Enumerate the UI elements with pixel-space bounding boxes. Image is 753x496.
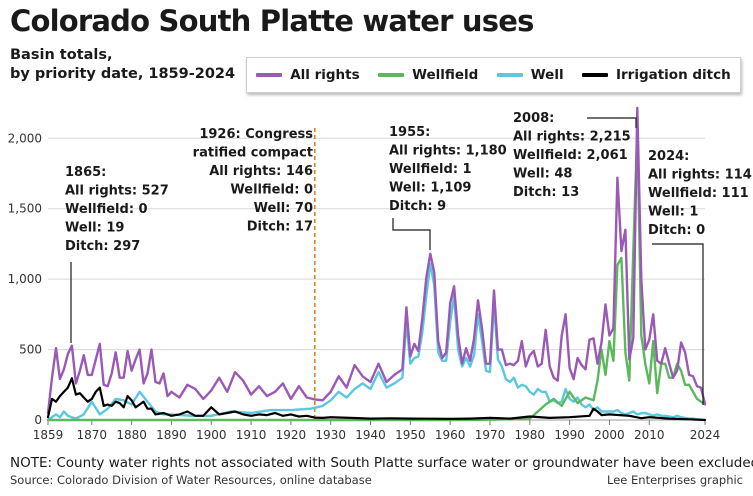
annotation-line: Ditch: 297	[65, 239, 140, 254]
annotation-line: Well: 1,109	[389, 181, 471, 196]
annotation-line: 2024:	[648, 149, 689, 164]
annotation-2024: 2024: All rights: 114 Wellfield: 111 Well: …	[648, 149, 752, 405]
x-tick-label: 2010	[634, 428, 665, 442]
legend-label-well: Well	[530, 67, 564, 83]
legend-label-all-rights: All rights	[290, 67, 360, 83]
annotation-line: Wellfield: 0	[65, 202, 148, 217]
annotation-1865: 1865: All rights: 527 Wellfield: 0 Well: 19…	[65, 165, 169, 343]
x-tick-label: 1930	[315, 428, 346, 442]
credit-line: Lee Enterprises graphic	[607, 473, 743, 487]
x-tick-label: 1950	[395, 428, 426, 442]
y-tick-label: 2,000	[8, 131, 42, 145]
annotation-line: Ditch: 13	[513, 185, 579, 200]
annotation-2008: 2008: All rights: 2,215 Wellfield: 2,061 We…	[513, 111, 637, 200]
series-line-all-rights	[46, 106, 707, 415]
legend-item-all-rights: All rights	[256, 67, 360, 83]
legend-item-well: Well	[496, 67, 564, 83]
x-tick-label: 1890	[156, 428, 187, 442]
x-tick-label: 1990	[554, 428, 585, 442]
annotation-line: Well: 70	[254, 201, 313, 216]
annotation-line: 1865:	[65, 165, 106, 180]
series-line-irrigation-ditch	[46, 377, 707, 422]
annotation-line: All rights: 527	[65, 184, 169, 199]
chart-subtitle: Basin totals, by priority date, 1859-202…	[10, 46, 235, 84]
x-tick-label: 2000	[594, 428, 625, 442]
annotation-1926: 1926: Congress ratified compact All rights…	[193, 127, 314, 235]
annotation-line: Well: 48	[513, 167, 572, 182]
legend-swatch-all-rights	[256, 73, 283, 77]
y-tick-label: 1,500	[8, 202, 42, 216]
annotation-line: All rights: 2,215	[513, 130, 631, 145]
annotation-leader	[392, 218, 431, 250]
annotation-line: 1926: Congress	[199, 127, 313, 142]
axis-layer: 0 500 1,000 1,500 2,000 1859 1870 1880 1890 1900 1…	[8, 131, 721, 442]
x-tick-label: 1910	[236, 428, 267, 442]
legend-swatch-irrigation-ditch	[581, 73, 608, 77]
annotation-line: 1955:	[389, 125, 430, 140]
legend-swatch-wellfield	[378, 73, 405, 77]
x-tick-label: 1900	[196, 428, 227, 442]
x-tick-label: 1920	[276, 428, 307, 442]
x-tick-label: 1970	[475, 428, 506, 442]
annotation-line: Wellfield: 1	[389, 162, 472, 177]
x-tick-label: 1980	[515, 428, 546, 442]
subtitle-line-2: by priority date, 1859-2024	[10, 66, 236, 82]
y-tick-label: 500	[19, 343, 42, 357]
x-tick-label: 1940	[355, 428, 386, 442]
annotation-layer: 1865: All rights: 527 Wellfield: 0 Well: 19…	[65, 111, 752, 405]
y-tick-label: 0	[34, 413, 42, 427]
series-layer	[46, 106, 707, 422]
annotation-line: Ditch: 0	[648, 223, 705, 238]
x-tick-label: 1859	[33, 428, 64, 442]
annotation-leader	[652, 243, 704, 405]
legend-label-wellfield: Wellfield	[412, 67, 479, 83]
x-tick-label: 1960	[435, 428, 466, 442]
annotation-line: 2008:	[513, 111, 554, 126]
x-tick-label: 1880	[116, 428, 147, 442]
legend-label-irrigation-ditch: Irrigation ditch	[615, 67, 731, 83]
annotation-line: Ditch: 17	[247, 220, 313, 235]
annotation-line: All rights: 114	[648, 168, 752, 183]
series-line-well	[46, 262, 707, 422]
legend-swatch-well	[496, 73, 523, 77]
chart-legend: All rights Wellfield Well Irrigation dit…	[246, 57, 741, 93]
chart-title: Colorado South Platte water uses	[10, 4, 534, 38]
footnote: NOTE: County water rights not associated…	[10, 455, 753, 471]
annotation-line: Wellfield: 111	[648, 186, 749, 201]
annotation-line: ratified compact	[193, 146, 313, 161]
legend-item-irrigation-ditch: Irrigation ditch	[581, 67, 731, 83]
annotation-line: Wellfield: 0	[230, 183, 313, 198]
source-line: Source: Colorado Division of Water Resou…	[10, 473, 372, 487]
subtitle-line-1: Basin totals,	[10, 47, 113, 63]
annotation-line: Well: 19	[65, 221, 124, 236]
annotation-line: All rights: 146	[209, 164, 313, 179]
y-tick-label: 1,000	[8, 272, 42, 286]
x-tick-label: 1870	[77, 428, 108, 442]
annotation-line: Wellfield: 2,061	[513, 148, 628, 163]
annotation-line: Ditch: 9	[389, 199, 446, 214]
x-tick-label: 2024	[690, 428, 721, 442]
legend-item-wellfield: Wellfield	[378, 67, 478, 83]
annotation-leader	[587, 117, 637, 128]
annotation-line: Well: 1	[648, 205, 698, 220]
annotation-1955: 1955: All rights: 1,180 Wellfield: 1 Well: …	[389, 125, 507, 250]
annotation-line: All rights: 1,180	[389, 144, 507, 159]
